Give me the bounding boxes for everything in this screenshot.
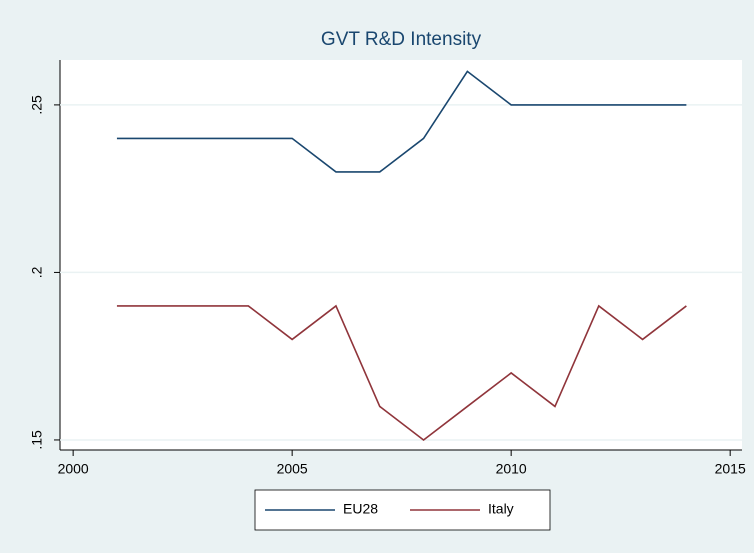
line-series [116,304,687,441]
x-tick-label: 2010 [496,461,527,477]
x-tick-label: 2005 [277,461,308,477]
x-tick-label: 2000 [58,461,89,477]
legend-label: Italy [488,501,514,517]
chart-title: GVT R&D Intensity [321,29,482,50]
plot-area [60,60,742,450]
x-tick-label: 2015 [715,461,746,477]
y-tick-label: .25 [29,95,45,115]
y-tick-label: .2 [29,266,45,278]
line-series [116,70,687,173]
y-tick-label: .15 [29,430,45,450]
legend-label: EU28 [343,501,378,517]
